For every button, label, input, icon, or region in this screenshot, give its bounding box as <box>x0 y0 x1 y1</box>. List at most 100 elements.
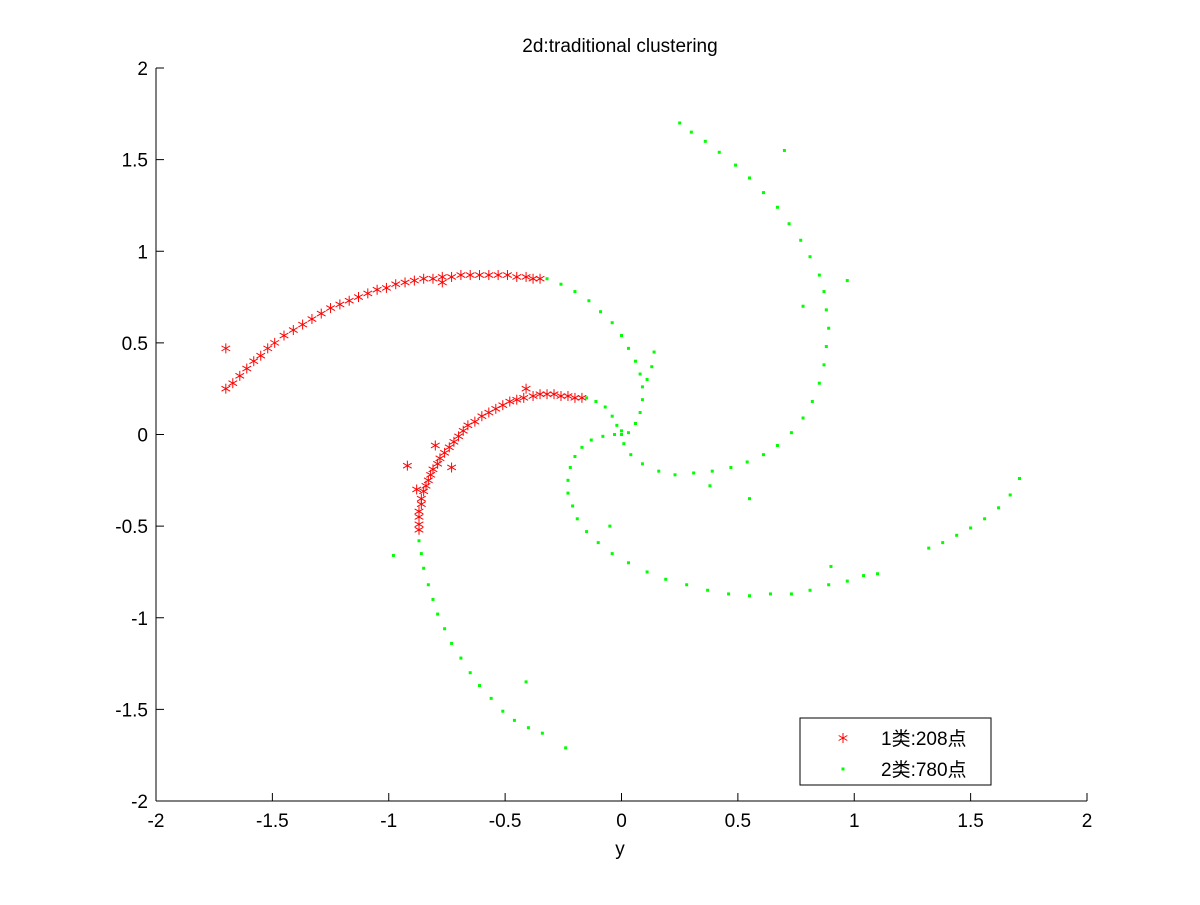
data-point <box>620 429 623 433</box>
data-point <box>608 524 612 528</box>
data-point <box>615 423 619 427</box>
data-point <box>484 270 494 281</box>
data-point <box>845 579 849 583</box>
data-point <box>325 303 336 314</box>
data-point <box>450 641 454 645</box>
data-point <box>419 273 429 284</box>
data-point <box>519 392 529 403</box>
data-point <box>585 530 589 534</box>
data-point <box>768 592 772 596</box>
data-point <box>748 176 752 180</box>
data-point <box>941 541 945 545</box>
data-point <box>824 308 828 312</box>
data-point <box>391 553 395 557</box>
data-point <box>789 592 793 596</box>
data-point <box>775 443 779 447</box>
data-point <box>626 346 630 350</box>
x-tick-label: 0 <box>616 811 627 832</box>
data-point <box>559 282 563 286</box>
data-point <box>435 453 445 464</box>
data-point <box>458 425 468 436</box>
series-2-points <box>391 121 1022 750</box>
y-tick-label: 1.5 <box>122 151 148 172</box>
data-point <box>512 394 522 405</box>
y-tick-label: -0.5 <box>115 517 148 538</box>
data-point <box>673 473 677 477</box>
data-point <box>817 273 821 277</box>
data-point <box>242 363 252 374</box>
data-point <box>645 378 649 382</box>
data-point <box>535 389 545 400</box>
legend-label-series-1: 1类:208点 <box>881 728 967 750</box>
y-tick-label: 1 <box>137 242 148 263</box>
data-point <box>761 453 765 457</box>
data-point <box>493 270 503 281</box>
legend: 1类:208点 2类:780点 <box>799 717 992 786</box>
data-point <box>927 546 931 550</box>
data-point <box>801 304 805 308</box>
legend-marker-dot <box>841 767 845 771</box>
data-point <box>629 453 633 457</box>
data-point <box>596 541 600 545</box>
data-point <box>829 564 833 568</box>
data-point <box>997 506 1001 510</box>
data-point <box>638 372 642 376</box>
legend-marker-asterisk <box>838 733 848 743</box>
data-point <box>620 334 623 338</box>
data-point <box>521 383 531 394</box>
data-point <box>474 270 485 281</box>
data-point <box>270 337 280 348</box>
data-point <box>717 150 721 154</box>
x-tick-label: -2 <box>148 811 165 832</box>
y-tick-label: -2 <box>131 792 148 813</box>
data-point <box>459 656 463 660</box>
legend-asterisk <box>838 733 848 743</box>
x-tick-label: 1.5 <box>957 811 983 832</box>
data-point <box>566 491 570 495</box>
data-point <box>463 420 473 431</box>
data-point <box>433 458 443 469</box>
data-point <box>748 497 752 501</box>
data-point <box>601 434 605 438</box>
data-point <box>421 480 431 491</box>
data-point <box>428 464 438 475</box>
data-point <box>703 139 707 143</box>
data-point <box>983 517 987 521</box>
data-point <box>822 363 826 367</box>
data-point <box>622 442 626 446</box>
data-point <box>468 671 472 675</box>
data-point <box>545 277 549 281</box>
data-point <box>501 709 505 713</box>
data-point <box>692 471 696 475</box>
data-point <box>633 422 637 426</box>
legend-label-series-2: 2类:780点 <box>881 759 967 781</box>
data-point <box>577 392 587 403</box>
data-point <box>685 583 689 587</box>
data-points <box>221 121 1022 750</box>
data-point <box>862 574 866 578</box>
data-point <box>1008 493 1012 497</box>
x-axis-label: y <box>615 839 625 860</box>
data-point <box>650 365 654 369</box>
data-point <box>512 271 522 282</box>
data-point <box>221 383 231 394</box>
data-point <box>955 533 959 537</box>
data-point <box>610 552 614 556</box>
data-point <box>620 433 623 436</box>
data-point <box>652 350 656 354</box>
data-point <box>256 350 266 361</box>
data-point <box>502 270 513 281</box>
y-tick-label: 0 <box>137 426 148 447</box>
data-point <box>817 381 821 385</box>
data-point <box>235 370 245 381</box>
data-point <box>810 400 814 404</box>
data-point <box>535 273 545 284</box>
data-point <box>528 391 538 402</box>
x-tick-label: -1.5 <box>256 811 289 832</box>
y-tick-label: -1 <box>131 609 148 630</box>
data-point <box>263 343 273 354</box>
data-point <box>564 746 568 750</box>
y-tick-label: 0.5 <box>122 334 148 355</box>
